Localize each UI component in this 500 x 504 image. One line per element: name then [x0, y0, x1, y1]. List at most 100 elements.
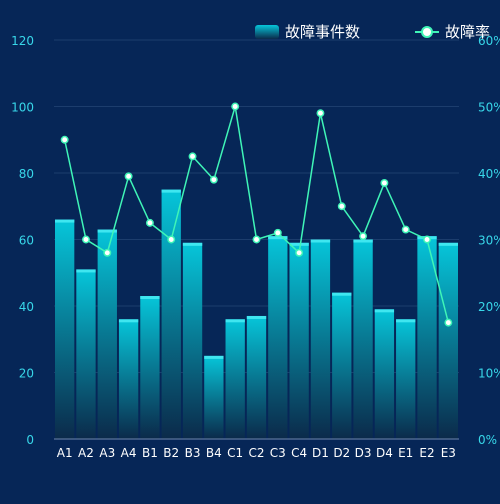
- bar-C1[interactable]: [225, 319, 245, 439]
- rate-point-C3[interactable]: [273, 228, 282, 237]
- category-label: C4: [291, 446, 307, 460]
- bar-cap-C2: [246, 315, 267, 319]
- rate-point-E2[interactable]: [423, 235, 431, 244]
- legend-bar-swatch[interactable]: [255, 25, 279, 39]
- right-axis-tick-label: 10%: [478, 367, 500, 381]
- bar-E2[interactable]: [417, 236, 437, 439]
- bar-D3[interactable]: [353, 239, 373, 440]
- rate-point-C4[interactable]: [295, 248, 304, 257]
- category-label: E1: [398, 446, 413, 460]
- bar-cap-B2: [161, 189, 181, 193]
- category-label: B1: [142, 446, 158, 460]
- bar-C3[interactable]: [268, 236, 288, 439]
- category-label: D2: [333, 446, 350, 460]
- legend-bar-label[interactable]: 故障事件数: [285, 23, 360, 41]
- bar-cap-C4: [289, 242, 309, 246]
- category-label: D4: [376, 446, 393, 460]
- bar-cap-D1: [310, 239, 331, 243]
- rate-point-A2[interactable]: [82, 235, 90, 244]
- rate-point-B1[interactable]: [145, 218, 154, 227]
- right-axis-tick-label: 50%: [478, 101, 500, 115]
- axes: 0 0% 20 10% 40 20% 60 30% 80 40% 100 50% 120 60% A1 A2 A…: [11, 34, 500, 460]
- bar-A2[interactable]: [76, 269, 96, 439]
- rate-point-E3[interactable]: [444, 318, 453, 327]
- category-label: D3: [355, 446, 372, 460]
- category-label: B4: [206, 446, 222, 460]
- bar-D4[interactable]: [374, 309, 395, 439]
- bar-B1[interactable]: [140, 296, 160, 439]
- rate-point-A3[interactable]: [103, 248, 112, 257]
- rate-point-C2[interactable]: [252, 235, 261, 244]
- bar-B4[interactable]: [204, 355, 224, 439]
- bar-cap-E3: [438, 242, 458, 246]
- left-axis-tick-label: 120: [11, 34, 34, 48]
- line-series: [60, 102, 453, 327]
- bar-B2[interactable]: [161, 189, 181, 439]
- rate-point-C1[interactable]: [231, 102, 240, 111]
- rate-point-D1[interactable]: [316, 109, 325, 118]
- legend-line-marker: [421, 26, 433, 38]
- category-label: C1: [227, 446, 243, 460]
- left-axis-tick-label: 40: [19, 300, 34, 314]
- category-label: A1: [57, 446, 73, 460]
- bar-cap-D4: [374, 309, 395, 313]
- rate-point-A4[interactable]: [124, 172, 133, 181]
- bar-cap-A3: [97, 229, 117, 233]
- bar-C2[interactable]: [246, 315, 267, 439]
- bar-cap-C3: [268, 236, 288, 240]
- category-label: C3: [270, 446, 286, 460]
- bar-cap-B1: [140, 296, 160, 300]
- bar-cap-D3: [353, 239, 373, 243]
- bar-cap-B3: [182, 242, 203, 246]
- bar-cap-B4: [204, 355, 224, 359]
- failure-rate-line: [63, 106, 450, 323]
- left-axis-tick-label: 80: [19, 167, 34, 181]
- rate-point-D2[interactable]: [337, 202, 346, 211]
- left-axis-tick-label: 100: [11, 101, 34, 115]
- rate-point-B2[interactable]: [167, 235, 176, 244]
- bar-A3[interactable]: [97, 229, 117, 439]
- rate-point-D4[interactable]: [380, 179, 389, 187]
- rate-point-E1[interactable]: [401, 225, 410, 234]
- bar-series: [55, 189, 458, 440]
- bar-cap-E1: [396, 319, 416, 323]
- bar-cap-A4: [118, 319, 139, 323]
- category-label: C2: [248, 446, 264, 460]
- category-label: B2: [163, 446, 179, 460]
- bar-E1[interactable]: [396, 319, 416, 439]
- category-label: D1: [312, 446, 329, 460]
- right-axis-tick-label: 20%: [478, 300, 500, 314]
- bar-C4[interactable]: [289, 242, 309, 439]
- bar-E3[interactable]: [438, 242, 458, 439]
- category-label: A2: [78, 446, 94, 460]
- bar-cap-A2: [76, 269, 96, 273]
- bar-A1[interactable]: [55, 219, 75, 439]
- category-label: A3: [99, 446, 115, 460]
- bar-cap-D2: [332, 292, 352, 296]
- rate-point-A1[interactable]: [60, 135, 69, 144]
- category-label: A4: [121, 446, 137, 460]
- right-axis-tick-label: 0%: [478, 433, 497, 447]
- rate-point-D3[interactable]: [359, 232, 368, 241]
- bar-B3[interactable]: [182, 242, 203, 439]
- right-axis-tick-label: 40%: [478, 167, 500, 181]
- bar-cap-C1: [225, 319, 245, 323]
- left-axis-tick-label: 0: [26, 433, 34, 447]
- bar-D1[interactable]: [310, 239, 331, 440]
- category-label: E2: [419, 446, 434, 460]
- rate-point-B4[interactable]: [209, 175, 218, 184]
- category-label: E3: [441, 446, 456, 460]
- left-axis-tick-label: 20: [19, 367, 34, 381]
- legend-line-label[interactable]: 故障率: [445, 23, 490, 41]
- legend: 故障事件数 故障率: [255, 23, 490, 41]
- bar-cap-A1: [55, 219, 75, 223]
- right-axis-tick-label: 60%: [478, 34, 500, 48]
- bar-D2[interactable]: [332, 292, 352, 439]
- left-axis-tick-label: 60: [19, 234, 34, 248]
- right-axis-tick-label: 30%: [478, 234, 500, 248]
- bar-A4[interactable]: [118, 319, 139, 439]
- rate-point-B3[interactable]: [188, 152, 197, 161]
- category-label: B3: [185, 446, 201, 460]
